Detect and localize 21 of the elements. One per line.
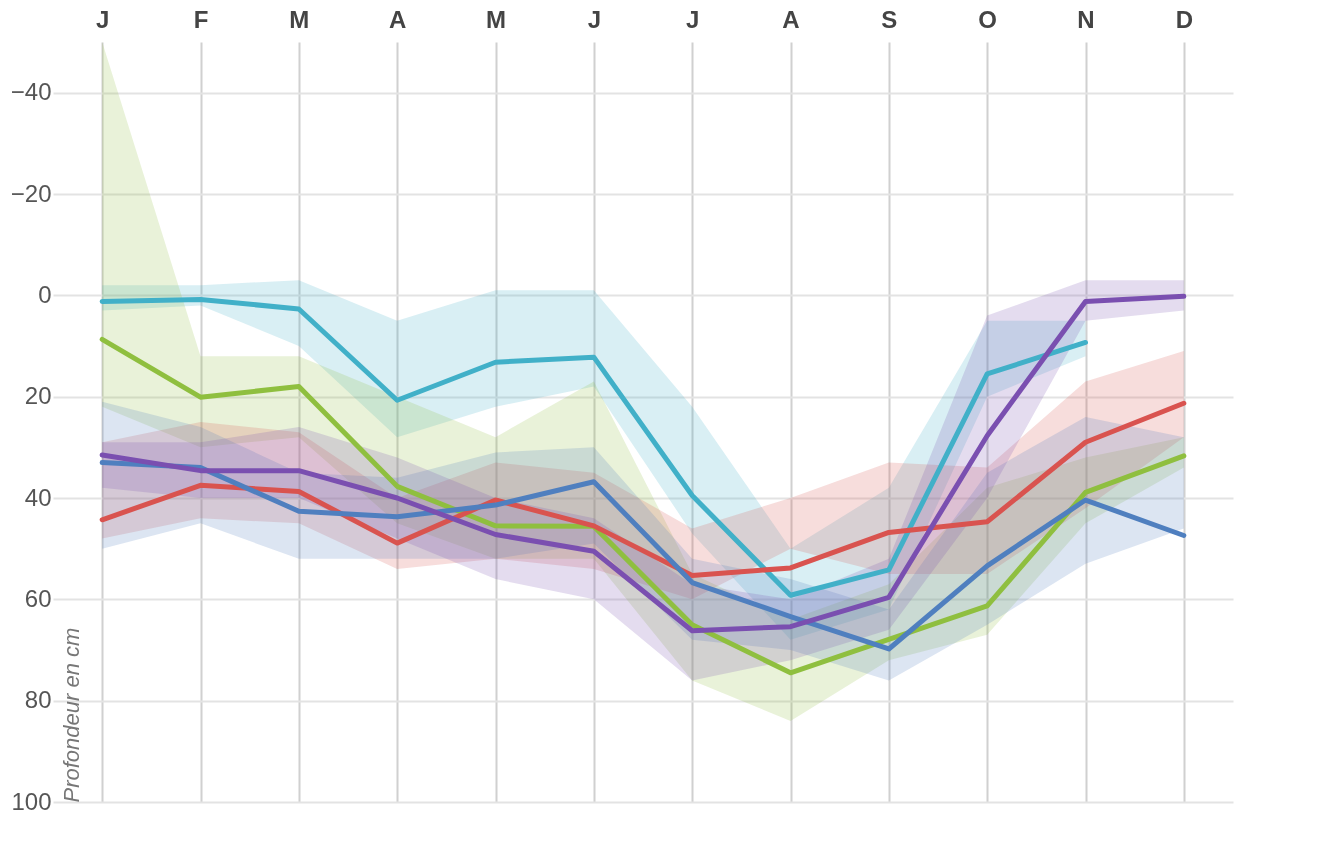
x-tick-label: F	[193, 5, 209, 33]
x-tick-label: A	[388, 5, 407, 33]
y-tick-label: 100	[11, 787, 52, 815]
x-tick-label: D	[1175, 5, 1194, 33]
y-tick-label: −40	[10, 78, 52, 106]
y-tick-label: 20	[24, 382, 52, 410]
x-tick-label: S	[881, 5, 898, 33]
y-axis-title: Profondeur en cm	[58, 627, 84, 803]
x-tick-label: A	[782, 5, 800, 33]
x-tick-label: J	[95, 5, 110, 33]
y-tick-label: 80	[24, 686, 52, 714]
x-tick-label: N	[1077, 5, 1095, 33]
x-tick-label: O	[978, 5, 997, 33]
y-tick-label: 40	[24, 483, 52, 511]
x-tick-label: M	[289, 5, 310, 33]
x-tick-label: J	[685, 5, 700, 33]
x-tick-label: M	[486, 5, 506, 33]
y-tick-label: −20	[10, 179, 52, 207]
x-tick-label: J	[587, 5, 602, 33]
y-tick-label: 0	[38, 280, 52, 308]
y-tick-label: 60	[24, 584, 52, 612]
